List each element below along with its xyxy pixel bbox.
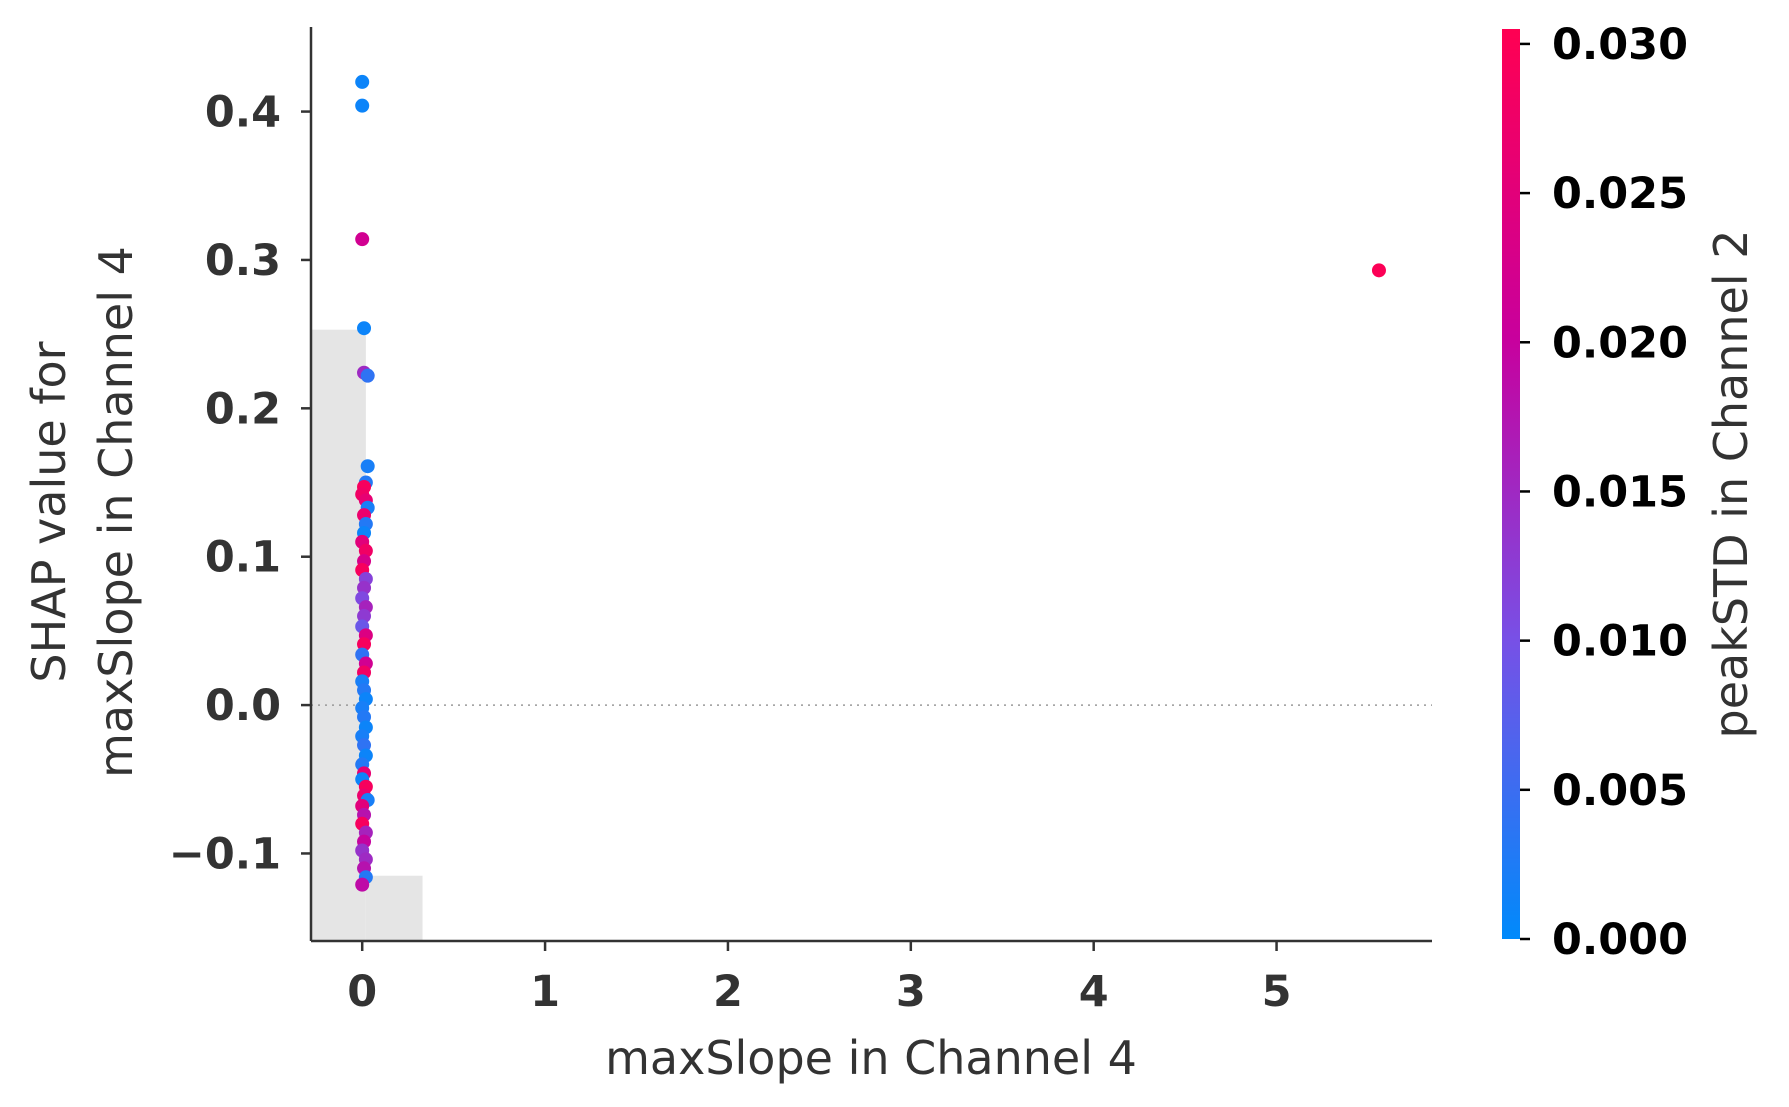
scatter-point bbox=[357, 580, 372, 595]
colorbar-ticks: 0.000 0.005 0.010 0.015 0.020 0.025 0.030 bbox=[1520, 20, 1688, 965]
histogram-bar bbox=[365, 875, 423, 941]
y-tick-label: 0.3 bbox=[205, 236, 281, 286]
scatter-point bbox=[1371, 263, 1386, 278]
x-tick-label: 4 bbox=[1079, 967, 1109, 1017]
scatter-point bbox=[358, 543, 373, 558]
histogram-bar bbox=[311, 329, 366, 941]
colorbar-tick-label: 0.010 bbox=[1552, 617, 1688, 667]
scatter-point bbox=[357, 738, 372, 753]
y-tick-label: 0.2 bbox=[205, 384, 281, 434]
x-tick-label: 5 bbox=[1262, 967, 1292, 1017]
x-tick-label: 3 bbox=[896, 967, 926, 1017]
scatter-points bbox=[355, 74, 1386, 892]
x-ticks: 0 1 2 3 4 5 bbox=[347, 941, 1292, 1017]
scatter-point bbox=[357, 637, 372, 652]
y-axis-label: SHAP value for maxSlope in Channel 4 bbox=[22, 246, 143, 778]
colorbar-tick-label: 0.000 bbox=[1552, 915, 1688, 965]
axes: −0.1 0.0 0.1 0.2 0.3 0.4 0 1 2 3 4 5 bbox=[169, 27, 1432, 1017]
histogram bbox=[311, 329, 423, 941]
x-axis-label: maxSlope in Channel 4 bbox=[605, 1031, 1137, 1085]
y-tick-label: 0.0 bbox=[205, 681, 281, 731]
scatter-point bbox=[357, 709, 372, 724]
x-tick-label: 1 bbox=[530, 967, 560, 1017]
y-tick-label: 0.1 bbox=[205, 533, 281, 583]
y-ticks: −0.1 0.0 0.1 0.2 0.3 0.4 bbox=[169, 88, 311, 879]
scatter-point bbox=[360, 459, 375, 474]
colorbar-gradient bbox=[1502, 29, 1520, 939]
colorbar-label: peakSTD in Channel 2 bbox=[1704, 230, 1758, 739]
y-tick-label: −0.1 bbox=[169, 829, 281, 879]
y-axis-label-line-2: maxSlope in Channel 4 bbox=[89, 246, 143, 778]
scatter-point bbox=[355, 877, 370, 892]
colorbar-tick-label: 0.015 bbox=[1552, 467, 1688, 517]
colorbar-tick-label: 0.030 bbox=[1552, 20, 1688, 70]
y-axis-label-line-1: SHAP value for bbox=[22, 341, 76, 682]
scatter-point bbox=[355, 98, 370, 113]
y-tick-label: 0.4 bbox=[205, 88, 281, 138]
colorbar-tick-label: 0.025 bbox=[1552, 169, 1688, 219]
scatter-point bbox=[355, 232, 370, 247]
scatter-point bbox=[360, 368, 375, 383]
colorbar-tick-label: 0.020 bbox=[1552, 318, 1688, 368]
scatter-point bbox=[355, 74, 370, 89]
colorbar: 0.000 0.005 0.010 0.015 0.020 0.025 0.030 bbox=[1502, 20, 1688, 965]
scatter-point bbox=[357, 609, 372, 624]
colorbar-tick-label: 0.005 bbox=[1552, 766, 1688, 816]
x-tick-label: 0 bbox=[347, 967, 377, 1017]
scatter-point bbox=[357, 321, 372, 336]
x-tick-label: 2 bbox=[713, 967, 743, 1017]
